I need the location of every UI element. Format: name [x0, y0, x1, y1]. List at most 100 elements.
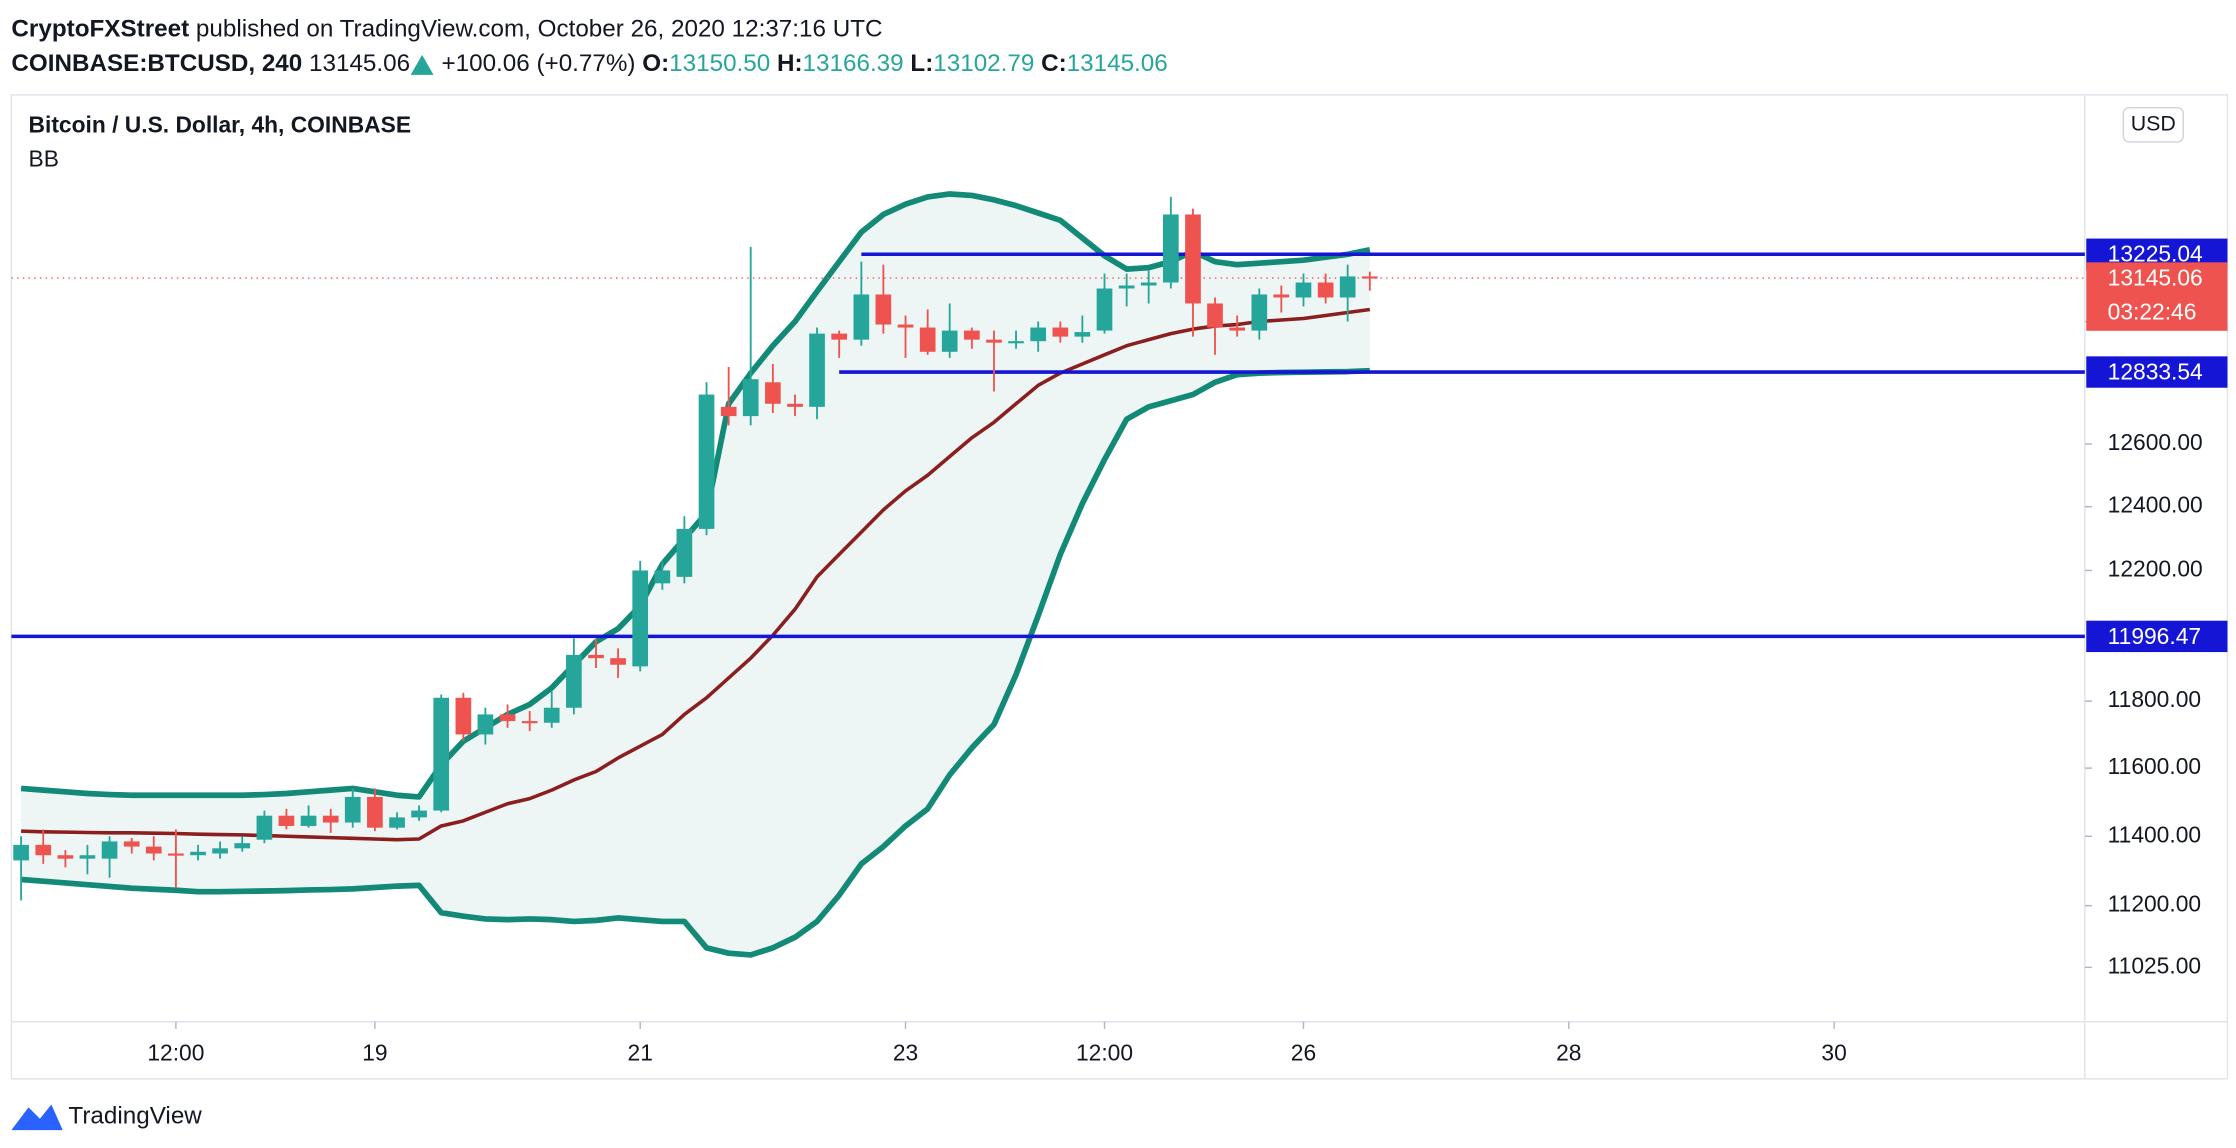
bb-upper — [20, 191, 1371, 800]
candle-body — [853, 294, 870, 340]
candle-body — [676, 528, 693, 577]
candle-body — [367, 796, 383, 828]
level-label: 12833.54 — [2108, 358, 2203, 384]
change: +100.06 (+0.77%) — [441, 50, 635, 77]
x-tick-label: 19 — [362, 1040, 387, 1066]
candle-body — [477, 714, 494, 735]
candle-body — [1295, 282, 1312, 298]
candle-body — [212, 848, 228, 854]
candle-body — [1140, 282, 1157, 286]
candle-body — [1096, 288, 1113, 331]
high-label: H: — [777, 50, 803, 77]
candle-body — [455, 697, 472, 735]
chart-title: Bitcoin / U.S. Dollar, 4h, COINBASE — [29, 111, 412, 137]
level-label-box — [2086, 356, 2228, 388]
candle-body — [809, 333, 825, 407]
candle-body — [344, 796, 361, 823]
candle-body — [698, 394, 715, 529]
candle-body — [765, 382, 781, 404]
candle-body — [1229, 327, 1246, 331]
candle-body — [1074, 332, 1091, 337]
candle-body — [123, 841, 140, 847]
open-label: O: — [642, 50, 669, 77]
countdown: 03:22:46 — [2108, 299, 2197, 325]
candle-body — [566, 654, 582, 708]
currency[interactable]: USD — [2131, 111, 2176, 135]
tradingview-logo — [11, 1104, 63, 1131]
candle-body — [521, 721, 538, 724]
logo-icon — [11, 1104, 63, 1131]
candle-body — [13, 844, 29, 861]
candle-body — [145, 846, 162, 854]
candle-body — [433, 697, 450, 811]
candle-body — [79, 855, 96, 859]
y-tick-label: 11400.00 — [2108, 821, 2201, 847]
last: 13145.06 — [309, 50, 410, 77]
low: 13102.79 — [933, 50, 1034, 77]
candle-body — [941, 330, 958, 352]
y-tick-label: 12400.00 — [2108, 492, 2203, 518]
candle-body — [1030, 327, 1047, 342]
candle-body — [964, 330, 980, 340]
background — [0, 6, 2236, 1142]
y-tick-label: 12200.00 — [2108, 555, 2203, 581]
candle-body — [1118, 285, 1135, 289]
header-line-1: CryptoFXStreet published on TradingView.… — [11, 16, 882, 43]
y-tick-label: 11600.00 — [2108, 753, 2201, 779]
candle-body — [35, 844, 52, 856]
candle-body — [1052, 327, 1069, 337]
candle-body — [190, 851, 206, 856]
candle-body — [256, 815, 273, 840]
candle-body — [499, 714, 516, 722]
candle-body — [57, 855, 74, 859]
candle-body — [411, 810, 427, 818]
candle-body — [1008, 341, 1024, 344]
candle-body — [787, 403, 803, 407]
candle-body — [897, 324, 914, 328]
close: 13145.06 — [1067, 50, 1168, 77]
candle-body — [543, 707, 560, 723]
published: published on TradingView.com, October 26… — [196, 16, 883, 43]
candle-body — [168, 853, 184, 856]
axes: 11025.00 11200.00 11400.00 11600.00 11800.00… — [147, 238, 2228, 1066]
candle-body — [986, 339, 1002, 343]
candle-body — [654, 570, 671, 584]
candle-body — [1185, 214, 1201, 304]
candle-body — [1361, 276, 1378, 279]
candle-body — [1251, 294, 1268, 331]
candle-body — [278, 815, 295, 826]
bb-lower — [20, 367, 1370, 958]
header-line-2: COINBASE:BTCUSD, 240 13145.06 +100.06 (+0… — [11, 50, 1167, 77]
plot — [11, 191, 2085, 958]
high: 13166.39 — [803, 50, 904, 77]
y-tick-label: 11800.00 — [2108, 686, 2201, 712]
x-tick-label: 28 — [1556, 1040, 1581, 1066]
candle-body — [632, 570, 649, 667]
bb-middle — [21, 307, 1371, 842]
candle-body — [1339, 276, 1356, 298]
x-tick-label: 26 — [1291, 1040, 1316, 1066]
x-tick-label: 21 — [628, 1040, 653, 1066]
candle-body — [720, 406, 737, 417]
candle-body — [588, 654, 604, 659]
candle-body — [234, 843, 251, 849]
candle-body — [831, 333, 848, 340]
last-price-label: 13145.06 — [2108, 264, 2203, 290]
x-tick-label: 12:00 — [1076, 1040, 1133, 1066]
level-label: 11996.47 — [2108, 623, 2201, 649]
candle-body — [1273, 294, 1290, 298]
candle-body — [322, 815, 339, 823]
symbol: COINBASE:BTCUSD, 240 — [11, 50, 302, 77]
author: CryptoFXStreet — [11, 16, 189, 43]
currency-box[interactable] — [2122, 106, 2184, 143]
candle-body — [919, 327, 936, 352]
candle-body — [101, 841, 118, 859]
brand: TradingView — [68, 1103, 202, 1130]
x-tick-label: 12:00 — [147, 1040, 204, 1066]
candle-body — [1207, 303, 1223, 328]
y-tick-label: 11200.00 — [2108, 891, 2201, 917]
level-label-box — [2086, 620, 2228, 653]
candle-body — [610, 658, 626, 665]
